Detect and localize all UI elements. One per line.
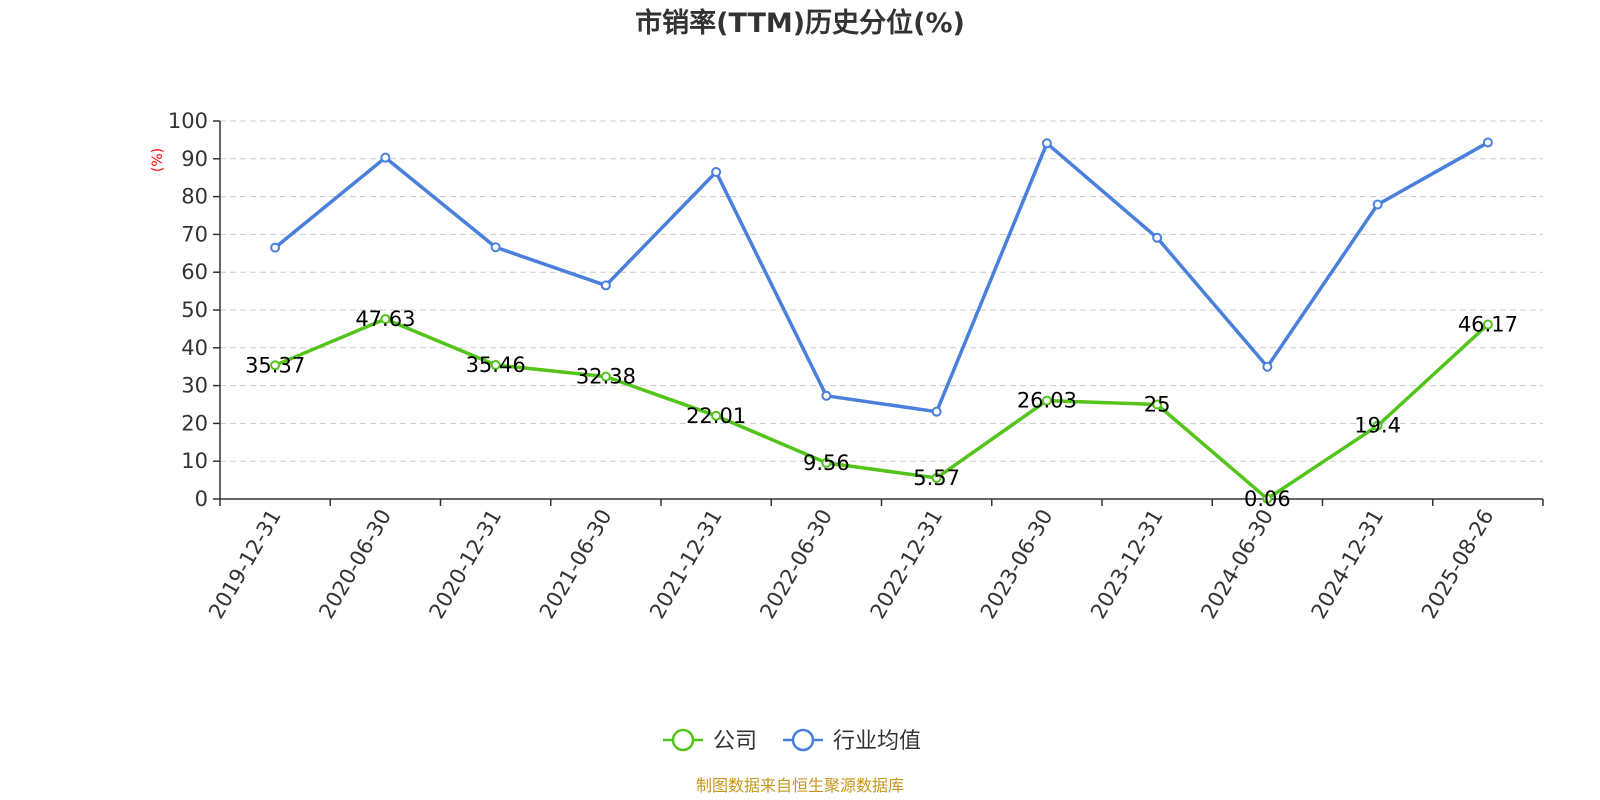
y-tick-label: 50 — [181, 298, 208, 322]
source-note: 制图数据来自恒生聚源数据库 — [696, 776, 904, 795]
x-tick-label: 2021-06-30 — [535, 505, 617, 623]
data-label: 35.37 — [245, 353, 305, 377]
data-point[interactable] — [1482, 137, 1493, 148]
data-point[interactable] — [270, 360, 281, 371]
data-point[interactable] — [1372, 420, 1383, 431]
data-point[interactable] — [1482, 319, 1493, 330]
data-point[interactable] — [821, 457, 832, 468]
y-tick-label: 0 — [195, 487, 208, 511]
data-point[interactable] — [380, 152, 391, 163]
grid-lines — [220, 120, 1543, 462]
data-labels: 35.37 47.63 35.46 32.38 22.01 9.56 5.57 26.03 25… — [245, 307, 1518, 511]
x-tick-label: 2023-06-30 — [976, 505, 1058, 623]
data-point[interactable] — [1041, 138, 1052, 149]
x-tick-label: 2025-08-26 — [1417, 505, 1499, 623]
x-tick-label: 2022-12-31 — [866, 505, 948, 623]
x-tick-label: 2020-06-30 — [314, 505, 396, 623]
data-point[interactable] — [711, 167, 722, 178]
data-point[interactable] — [600, 280, 611, 291]
series-lines — [270, 137, 1493, 504]
data-point[interactable] — [1262, 493, 1273, 504]
data-label: 26.03 — [1017, 389, 1077, 413]
y-tick-label: 30 — [181, 374, 208, 398]
data-point[interactable] — [490, 242, 501, 253]
data-label: 9.56 — [803, 451, 850, 475]
y-axis-label: (%) — [150, 148, 166, 172]
y-tick-label: 40 — [181, 336, 208, 360]
data-point[interactable] — [1152, 232, 1163, 243]
x-tick-label: 2023-12-31 — [1086, 505, 1168, 623]
data-point[interactable] — [1372, 199, 1383, 210]
data-point[interactable] — [270, 242, 281, 253]
y-tick-label: 70 — [181, 222, 208, 246]
data-label: 47.63 — [355, 307, 415, 331]
x-tick-label: 2024-06-30 — [1196, 505, 1278, 623]
data-label: 46.17 — [1458, 312, 1518, 336]
x-tick-label: 2019-12-31 — [204, 505, 286, 623]
data-point[interactable] — [1262, 361, 1273, 372]
x-tick-label: 2021-12-31 — [645, 505, 727, 623]
data-label: 35.46 — [466, 353, 526, 377]
legend-label-1[interactable]: 行业均值 — [833, 729, 921, 754]
data-label: 0.06 — [1244, 487, 1291, 511]
legend[interactable]: 公司 行业均值 — [663, 728, 921, 754]
legend-marker-1 — [791, 728, 815, 752]
data-point[interactable] — [490, 359, 501, 370]
y-tick-label: 100 — [168, 109, 208, 133]
x-tick-label: 2024-12-31 — [1307, 505, 1389, 623]
chart-title: 市销率(TTM)历史分位(%) — [635, 7, 965, 39]
data-point[interactable] — [600, 371, 611, 382]
legend-label-0[interactable]: 公司 — [713, 729, 757, 754]
y-tick-label: 10 — [181, 449, 208, 473]
data-label: 22.01 — [686, 404, 746, 428]
data-point[interactable] — [931, 472, 942, 483]
data-point[interactable] — [821, 390, 832, 401]
data-label: 32.38 — [576, 365, 636, 389]
data-point[interactable] — [1041, 395, 1052, 406]
y-tick-label: 20 — [181, 411, 208, 435]
data-point[interactable] — [1152, 399, 1163, 410]
x-tick-label: 2022-06-30 — [755, 505, 837, 623]
series-line-0 — [274, 317, 1490, 501]
data-point[interactable] — [711, 410, 722, 421]
legend-marker-0 — [671, 728, 695, 752]
series-line-1 — [274, 141, 1489, 414]
data-label: 25 — [1144, 393, 1171, 417]
y-tick-label: 60 — [181, 260, 208, 284]
axes: 0 10 20 30 40 50 60 70 80 90 100 2019-12-31 2020-06-… — [168, 109, 1544, 623]
y-tick-label: 80 — [181, 185, 208, 209]
data-label: 5.57 — [913, 466, 960, 490]
x-tick-label: 2020-12-31 — [425, 505, 507, 623]
data-point[interactable] — [931, 406, 942, 417]
y-tick-label: 90 — [181, 147, 208, 171]
data-label: 19.4 — [1354, 414, 1401, 438]
data-point[interactable] — [380, 313, 391, 324]
